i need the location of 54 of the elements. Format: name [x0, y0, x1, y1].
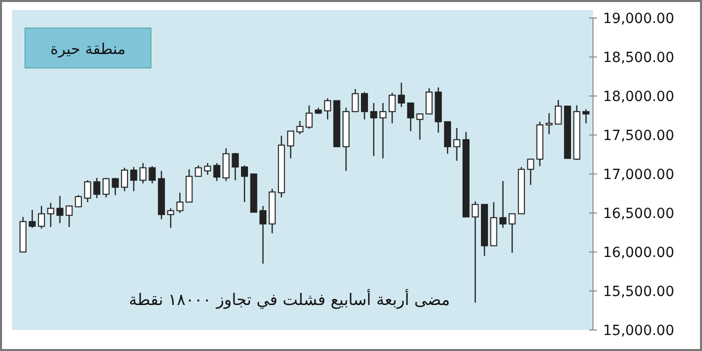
- candlestick: [554, 99, 562, 125]
- candlestick: [360, 92, 368, 120]
- candlestick: [426, 88, 433, 115]
- candlestick: [388, 92, 396, 124]
- candlestick: [102, 177, 110, 198]
- y-tick-label: 16,000.00: [603, 245, 674, 261]
- candlestick: [379, 102, 386, 159]
- candlestick: [370, 102, 378, 157]
- candlestick: [176, 192, 184, 214]
- candlestick: [232, 152, 239, 181]
- candlestick: [296, 120, 304, 135]
- candlestick: [287, 130, 294, 159]
- y-tick-label: 17,000.00: [603, 167, 674, 183]
- y-tick-label: 18,500.00: [603, 50, 674, 66]
- candlestick: [407, 102, 414, 132]
- candlestick: [56, 195, 64, 224]
- candlestick: [28, 209, 36, 228]
- y-tick-label: 16,500.00: [603, 206, 674, 222]
- annotation: مضى أربعة أسابيع فشلت في تجاوز ١٨٠٠٠ نقطة: [128, 289, 450, 309]
- candlestick: [472, 200, 479, 304]
- candlestick: [66, 205, 73, 228]
- candlestick: [213, 162, 220, 182]
- candlestick: [38, 205, 45, 230]
- y-tick-label: 17,500.00: [603, 128, 674, 144]
- candlestick: [47, 202, 54, 228]
- annotation: منطقة حيرة: [50, 40, 126, 58]
- candlestick: [148, 166, 156, 184]
- candlestick: [84, 180, 92, 203]
- candlestick: [121, 167, 128, 192]
- candlestick: [139, 162, 146, 184]
- candlestick: [398, 82, 405, 108]
- candlestick: [167, 208, 174, 228]
- candlestick: [241, 164, 248, 203]
- candlestick: [74, 194, 82, 208]
- candlestick: [112, 177, 119, 196]
- candlestick: [194, 164, 202, 177]
- y-tick-label: 15,000.00: [603, 323, 674, 339]
- candlestick: [324, 98, 332, 120]
- candlestick: [93, 177, 100, 199]
- y-tick-label: 18,000.00: [603, 89, 674, 105]
- candlestick: [546, 112, 553, 135]
- candlestick: [453, 127, 460, 162]
- candlestick: [204, 162, 212, 176]
- y-tick-label: 19,000.00: [603, 11, 674, 27]
- candlestick: [582, 108, 590, 124]
- candlestick: [130, 166, 138, 192]
- candlestick: [352, 88, 359, 112]
- candlestick: [416, 113, 424, 140]
- candlestick: [527, 158, 534, 186]
- candlestick: [499, 180, 506, 228]
- candlestick: [306, 104, 313, 130]
- y-tick-label: 15,500.00: [603, 284, 674, 300]
- candlestick: [259, 205, 266, 264]
- candlestick: [508, 213, 516, 254]
